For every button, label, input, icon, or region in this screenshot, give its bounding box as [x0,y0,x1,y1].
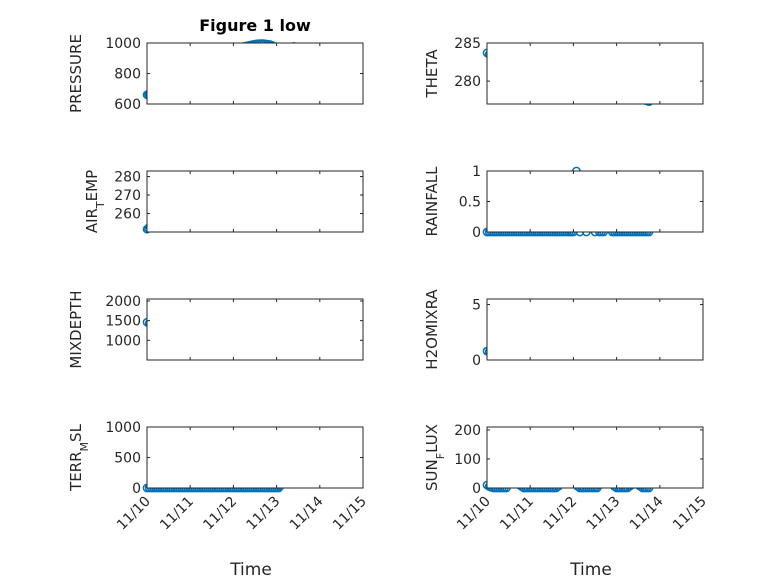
y-tick-label: 1000 [105,333,141,349]
y-tick-label: 280 [454,74,481,90]
subplot-terr-msl: 0 500 1000 TERRMSL 11/10 11/11 11/12 11/13 11/14… [67,420,370,580]
y-tick-label: 280 [114,170,141,186]
y-tick-label: 0.5 [459,195,481,211]
y-axis-label: PRESSURE [67,34,85,113]
y-tick-label: 0 [472,225,481,241]
y-axis-label: TERRMSL [67,423,91,492]
y-tick-label: 0 [472,481,481,497]
axes-box [486,298,704,361]
subplot-rainfall: 0 0.5 1 RAINFALL [423,164,704,241]
x-tick-label: 11/10 [114,494,154,534]
chart-title: Figure 1 low [199,16,311,35]
x-axis-label: Time [229,560,272,580]
x-tick-label: 11/11 [157,494,197,534]
axes-box [146,426,364,489]
y-axis-label: AIRTEMP [83,170,107,233]
y-tick-label: 800 [114,67,141,83]
y-tick-label: 0 [132,481,141,497]
axes-box [486,42,704,105]
y-axis-label: SUNFLUX [423,424,447,491]
axes-box [486,426,704,489]
axes-box [146,170,364,233]
x-tick-label: 11/14 [627,493,667,533]
axes-box [486,170,704,233]
y-tick-label: 1000 [105,420,141,436]
x-tick-label: 11/14 [287,493,327,533]
y-tick-label: 100 [454,452,481,468]
y-tick-label: 500 [114,451,141,467]
y-axis-label: RAINFALL [423,166,441,237]
x-tick-label: 11/11 [497,494,537,534]
axes-box [146,42,364,105]
subplot-h2omixra: 0 5 H2OMIXRA [423,289,704,370]
subplot-theta: 280 285 THETA [423,36,704,107]
y-tick-label: 600 [114,97,141,113]
x-tick-label: 11/15 [670,494,710,534]
subplot-pressure: 600 800 1000 PRESSURE Figure 1 low [67,16,364,113]
y-tick-label: 260 [114,207,141,223]
y-tick-label: 1500 [105,314,141,330]
x-tick-label: 11/12 [540,494,580,534]
y-tick-label: 0 [472,353,481,369]
axes-box [146,298,364,361]
y-tick-label: 270 [114,188,141,204]
x-tick-label: 11/15 [330,494,370,534]
subplot-air-temp: 260 270 280 AIRTEMP [83,170,364,234]
y-tick-label: 1 [472,164,481,180]
y-axis-label: H2OMIXRA [423,289,441,370]
x-tick-label: 11/10 [454,494,494,534]
y-axis-label: MIXDEPTH [67,290,85,368]
x-tick-label: 11/12 [200,494,240,534]
y-axis-label: THETA [423,49,441,99]
y-tick-label: 200 [454,423,481,439]
subplot-mixdepth: 1000 1500 2000 MIXDEPTH [67,290,364,369]
y-tick-label: 285 [454,36,481,52]
y-tick-label: 2000 [105,294,141,310]
x-tick-label: 11/13 [244,494,284,534]
x-axis-label: Time [569,560,612,580]
subplot-sun-flux: 0 100 200 SUNFLUX 11/10 11/11 11/12 11/13 11/14 1… [423,423,710,580]
y-tick-label: 5 [472,298,481,314]
x-tick-label: 11/13 [584,494,624,534]
y-tick-label: 1000 [105,36,141,52]
